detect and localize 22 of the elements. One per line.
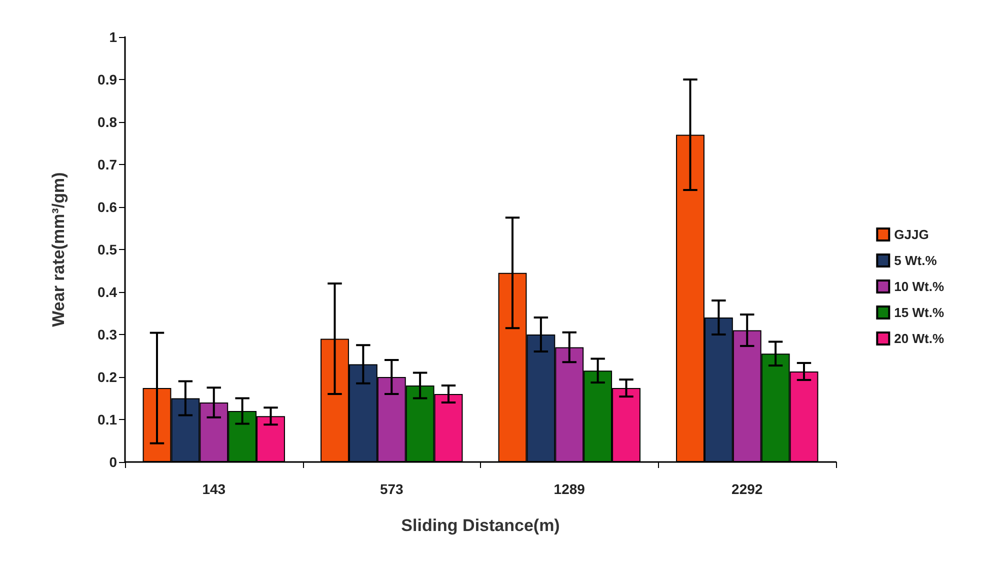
x-tick-label: 143 — [202, 481, 226, 497]
y-tick-label: 0.4 — [98, 284, 118, 300]
y-tick-label: 0.6 — [98, 199, 118, 215]
x-tick-label: 1289 — [554, 481, 586, 497]
y-tick-label: 0.8 — [98, 114, 118, 130]
x-tick-label: 2292 — [732, 481, 763, 497]
y-tick-label: 0.7 — [98, 156, 118, 172]
y-tick-label: 0.9 — [98, 72, 118, 88]
x-axis-title: Sliding Distance(m) — [401, 516, 560, 535]
legend-label: GJJG — [894, 227, 929, 242]
y-tick-label: 0.5 — [98, 242, 118, 258]
legend-label: 15 Wt.% — [894, 305, 944, 320]
y-tick-label: 0.3 — [98, 326, 118, 342]
y-tick-label: 1 — [109, 29, 118, 45]
y-tick-label: 0.2 — [98, 369, 118, 385]
y-tick-label: 0.1 — [98, 412, 118, 428]
legend-label: 10 Wt.% — [894, 279, 944, 294]
y-tick-label: 0 — [109, 454, 118, 470]
y-axis-title: Wear rate(mm³/gm) — [49, 172, 68, 327]
legend-label: 20 Wt.% — [894, 331, 944, 346]
legend-label: 5 Wt.% — [894, 253, 938, 268]
x-tick-label: 573 — [380, 481, 404, 497]
